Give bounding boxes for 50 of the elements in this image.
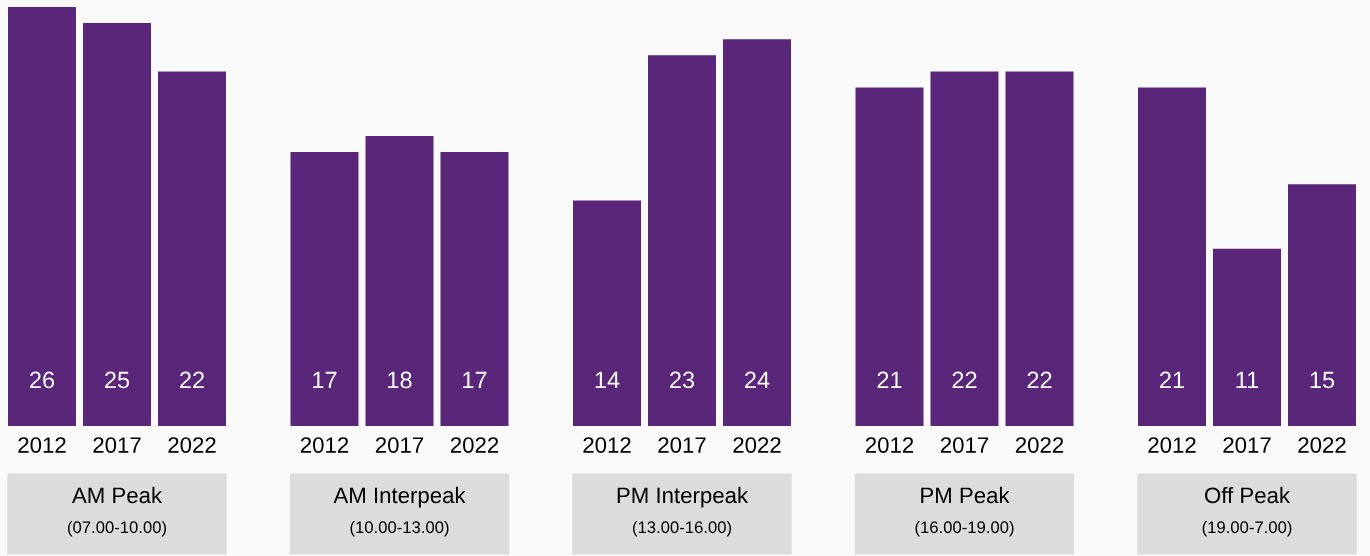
series-label: 2012	[18, 437, 66, 453]
data-label: 25	[105, 371, 130, 389]
text: 2017	[658, 437, 706, 453]
data-label: 11	[1236, 371, 1259, 389]
x-tick-label: AM Interpeak (10.00-13.00)	[333, 486, 466, 537]
bar	[158, 71, 226, 426]
bar	[83, 23, 151, 426]
data-label: 21	[877, 371, 902, 389]
text: 2017	[375, 437, 424, 453]
data-label: 24	[745, 371, 770, 389]
bar	[290, 152, 359, 426]
bar	[648, 55, 716, 426]
data-label: 14	[595, 371, 620, 389]
bar	[1138, 87, 1206, 426]
x-tick-label: PM Peak (16.00-19.00)	[915, 486, 1014, 537]
data-label: 26	[30, 371, 55, 389]
text: 2012	[1148, 437, 1196, 453]
text: 2012	[300, 437, 349, 453]
data-label: 22	[1027, 371, 1052, 389]
series-label: 2017	[93, 437, 141, 453]
text: 2012	[865, 437, 914, 453]
data-label: 15	[1310, 371, 1335, 389]
bar	[573, 200, 641, 426]
data-label: 22	[180, 371, 204, 389]
text: 2017	[940, 437, 989, 453]
text: 2017	[1223, 437, 1271, 453]
text: 2012	[583, 437, 631, 453]
data-label: 18	[388, 371, 412, 389]
bar	[8, 7, 76, 426]
bar	[440, 152, 509, 426]
data-label: 23	[670, 371, 695, 389]
x-tick-label: Off Peak (19.00-7.00)	[1202, 486, 1292, 537]
x-tick-label: PM Interpeak (13.00-16.00)	[617, 486, 749, 537]
bar	[1213, 248, 1281, 426]
text: 2022	[1015, 437, 1064, 453]
text: 2022	[733, 437, 781, 453]
bar	[1288, 184, 1356, 426]
bar	[365, 135, 434, 426]
data-label: 21	[1160, 371, 1184, 389]
text: 2022	[1298, 437, 1346, 453]
x-tick-label: AM Peak (07.00-10.00)	[68, 486, 166, 537]
series-label: 2022	[168, 437, 216, 453]
data-label: 17	[463, 371, 487, 389]
bar	[723, 39, 791, 426]
bar	[930, 71, 999, 426]
bar	[855, 87, 924, 426]
data-label: 22	[952, 371, 977, 389]
data-label: 17	[313, 371, 337, 389]
text: 2022	[450, 437, 499, 453]
bar	[1005, 71, 1074, 426]
